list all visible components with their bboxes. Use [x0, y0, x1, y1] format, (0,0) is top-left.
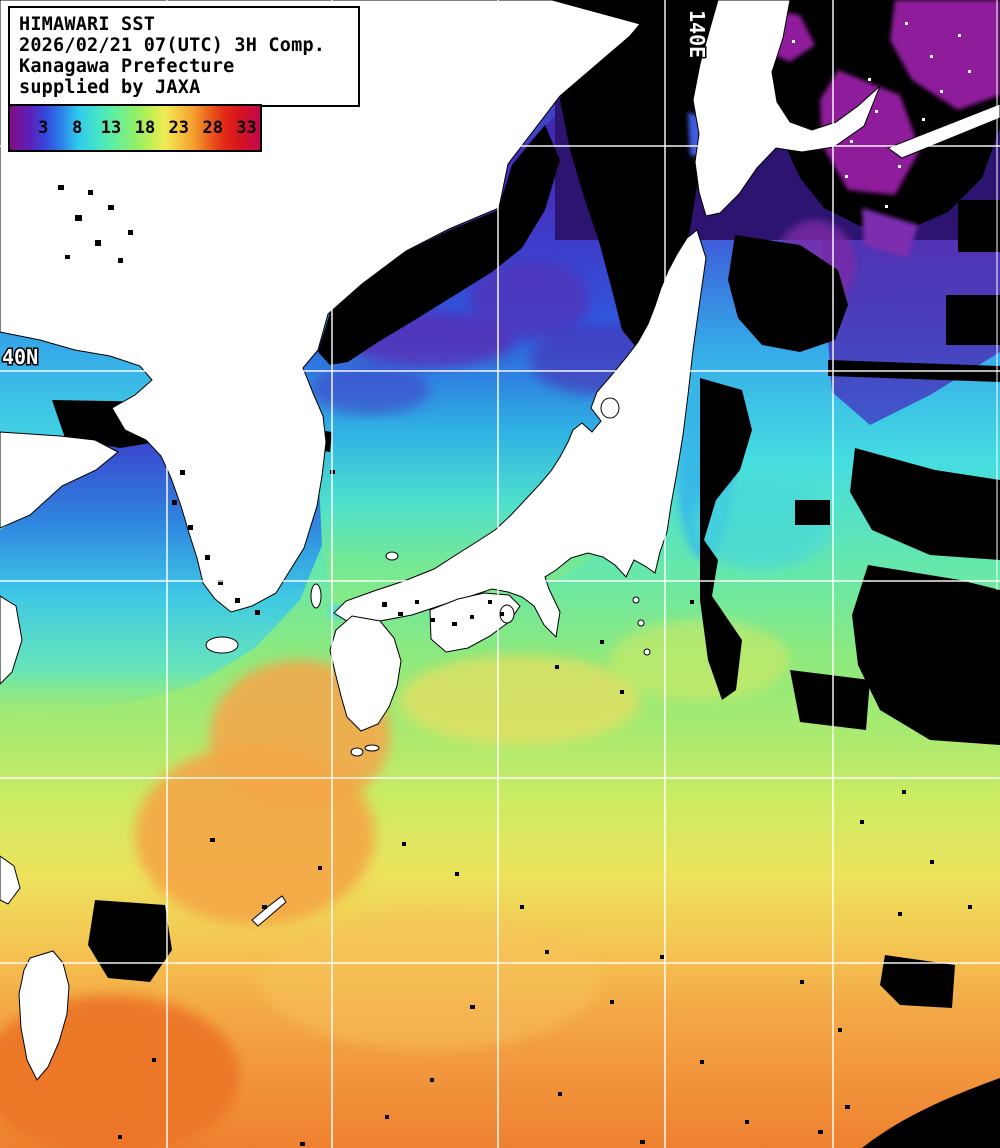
land-shandong	[0, 431, 119, 529]
land-kyushu	[329, 615, 402, 732]
land-izu-island	[637, 619, 645, 627]
scale-tick-13: 13	[100, 118, 122, 138]
land-tsushima	[310, 583, 322, 609]
title-box: HIMAWARI SST 2026/02/21 07(UTC) 3H Comp.…	[8, 6, 360, 107]
land-izu-island	[643, 648, 651, 656]
color-scale-legend: 3 8 13 18 23 28 33	[8, 104, 262, 152]
land-mass	[0, 0, 1000, 1081]
scale-tick-18: 18	[134, 118, 156, 138]
land-sado	[600, 397, 620, 419]
land-oki	[385, 551, 399, 561]
land-china-coast	[0, 595, 23, 685]
land-tanegashima	[364, 744, 380, 752]
land-yakushima	[350, 747, 364, 757]
land-china-coast-south	[0, 855, 21, 905]
scale-tick-23: 23	[168, 118, 189, 138]
land-okinawa	[251, 895, 287, 927]
scale-tick-33: 33	[236, 118, 257, 138]
lon-label: 140E	[685, 10, 709, 58]
region-line: Kanagawa Prefecture	[19, 56, 235, 77]
land-hokkaido-east	[886, 103, 1000, 159]
datetime-line: 2026/02/21 07(UTC) 3H Comp.	[19, 35, 326, 56]
lat-label: 40N	[2, 345, 38, 369]
land-jeju	[205, 636, 239, 654]
land-asia-mainland	[0, 0, 641, 613]
product-name: HIMAWARI SST	[19, 14, 156, 35]
scale-tick-3: 3	[38, 118, 49, 138]
credit-line: supplied by JAXA	[19, 77, 201, 98]
land-hokkaido	[692, 0, 881, 217]
scale-tick-8: 8	[72, 118, 83, 138]
scale-tick-28: 28	[202, 118, 223, 138]
land-izu-island	[632, 596, 640, 604]
